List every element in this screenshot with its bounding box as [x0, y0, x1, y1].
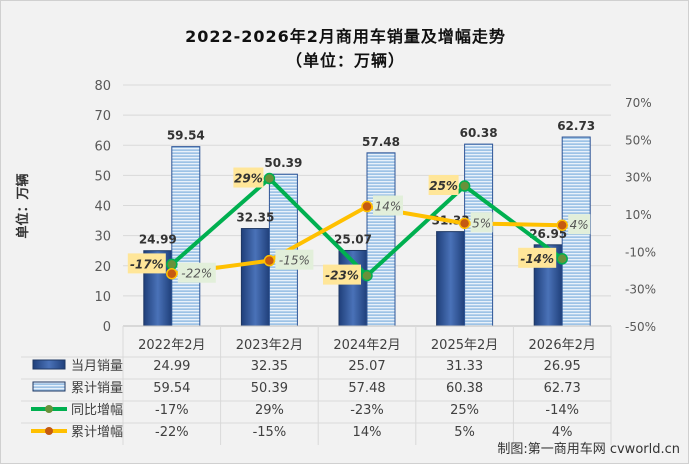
line-point	[556, 253, 568, 265]
credit: 制图:第一商用车网 cvworld.cn	[497, 442, 680, 457]
line-point	[263, 172, 276, 185]
table-cell: 5%	[454, 425, 475, 440]
category-label: 2026年2月	[529, 338, 596, 353]
data-label-box	[428, 175, 459, 195]
bar-cumulative-sales	[171, 146, 201, 327]
data-label-box	[518, 247, 557, 268]
y-tick-label: 70	[94, 109, 111, 124]
data-label-box	[470, 212, 493, 233]
table-cell: 29%	[255, 403, 284, 418]
y2-tick-label: -50%	[625, 320, 656, 334]
category-label: 2022年2月	[138, 338, 205, 353]
bar-label-monthly: 24.99	[139, 233, 177, 247]
table-cell: 57.48	[348, 381, 385, 396]
line-point	[361, 269, 373, 282]
line-point	[458, 217, 471, 230]
bar-label-monthly: 25.07	[334, 232, 372, 246]
y-axis-label: 单位：万辆	[15, 173, 31, 238]
table-cell: 26.95	[544, 359, 581, 374]
table-cell: 59.54	[153, 381, 190, 396]
table-cell: 31.33	[446, 359, 483, 374]
y2-tick-label: 30%	[625, 171, 652, 185]
data-label: 25%	[429, 179, 458, 193]
data-label-box	[127, 253, 166, 274]
data-label: -14%	[520, 252, 554, 266]
data-label: 5%	[472, 216, 491, 230]
bar-monthly-sales	[240, 228, 270, 327]
line-point	[458, 180, 471, 192]
y2-tick-label: 70%	[625, 96, 652, 110]
bar-monthly-sales	[436, 231, 466, 327]
table-cell: 60.38	[446, 381, 483, 396]
data-label-box	[568, 214, 591, 235]
y2-tick-label: -30%	[625, 283, 656, 297]
chart-subtitle: （单位：万辆）	[285, 51, 405, 70]
y2-tick-label: 50%	[625, 133, 652, 147]
y-tick-label: 60	[94, 139, 111, 154]
data-label: -22%	[181, 267, 212, 281]
data-label: 29%	[234, 172, 263, 186]
line-point	[361, 200, 373, 213]
y-tick-label: 0	[103, 320, 111, 335]
bar-label-cumulative: 59.54	[167, 129, 205, 143]
line-point	[263, 254, 276, 267]
bar-label-cumulative: 57.48	[362, 135, 400, 149]
legend-label: 累计销量	[71, 381, 123, 396]
legend-swatch	[32, 381, 66, 392]
bar-label-cumulative: 60.38	[460, 126, 498, 140]
data-label: -17%	[130, 257, 164, 271]
data-label-box	[233, 167, 264, 188]
y2-tick-label: 10%	[625, 208, 652, 222]
bar-label-cumulative: 50.39	[264, 156, 302, 170]
table-cell: -17%	[155, 403, 189, 418]
line-point	[556, 219, 568, 231]
data-label: 14%	[375, 200, 402, 214]
bar-cumulative-sales	[464, 143, 494, 327]
bar-label-monthly: 32.35	[236, 211, 274, 225]
y-tick-label: 50	[94, 169, 111, 184]
table-cell: -14%	[545, 403, 579, 418]
y-tick-label: 80	[94, 79, 111, 94]
y-tick-label: 30	[94, 230, 111, 245]
chart-title: 2022-2026年2月商用车销量及增幅走势	[185, 27, 506, 46]
data-label-box	[323, 264, 361, 285]
table-cell: 25.07	[348, 359, 385, 374]
data-label-box	[373, 195, 403, 216]
table-cell: 32.35	[251, 359, 288, 374]
data-label: -15%	[279, 254, 310, 268]
legend-label: 累计增幅	[71, 425, 123, 440]
y-tick-label: 10	[94, 290, 111, 305]
table-cell: 4%	[552, 425, 573, 440]
legend-label: 当月销量	[71, 359, 123, 374]
table-cell: 14%	[353, 425, 382, 440]
bar-cumulative-sales	[366, 152, 396, 327]
bar-label-monthly: 26.95	[529, 227, 567, 241]
table-cell: -22%	[155, 425, 189, 440]
legend-marker	[45, 405, 53, 413]
line-point	[166, 258, 178, 271]
data-label-box	[177, 262, 216, 283]
bar-label-cumulative: 62.73	[557, 119, 595, 133]
legend-label: 同比增幅	[71, 403, 123, 418]
category-label: 2025年2月	[431, 338, 498, 353]
data-label: -23%	[325, 269, 359, 283]
table-cell: 25%	[450, 403, 479, 418]
category-label: 2023年2月	[236, 338, 303, 353]
table-cell: 24.99	[153, 359, 190, 374]
legend-marker	[45, 427, 53, 435]
data-label-box	[275, 249, 314, 270]
category-label: 2024年2月	[333, 338, 400, 353]
table-cell: 50.39	[251, 381, 288, 396]
table-cell: -15%	[253, 425, 287, 440]
y-tick-label: 20	[94, 260, 111, 275]
legend-swatch	[32, 359, 66, 370]
table-cell: -23%	[350, 403, 384, 418]
data-label: 4%	[570, 218, 589, 232]
y2-tick-label: -10%	[625, 245, 656, 259]
table-cell: 62.73	[544, 381, 581, 396]
y-tick-label: 40	[94, 200, 111, 215]
line-point	[166, 267, 178, 280]
